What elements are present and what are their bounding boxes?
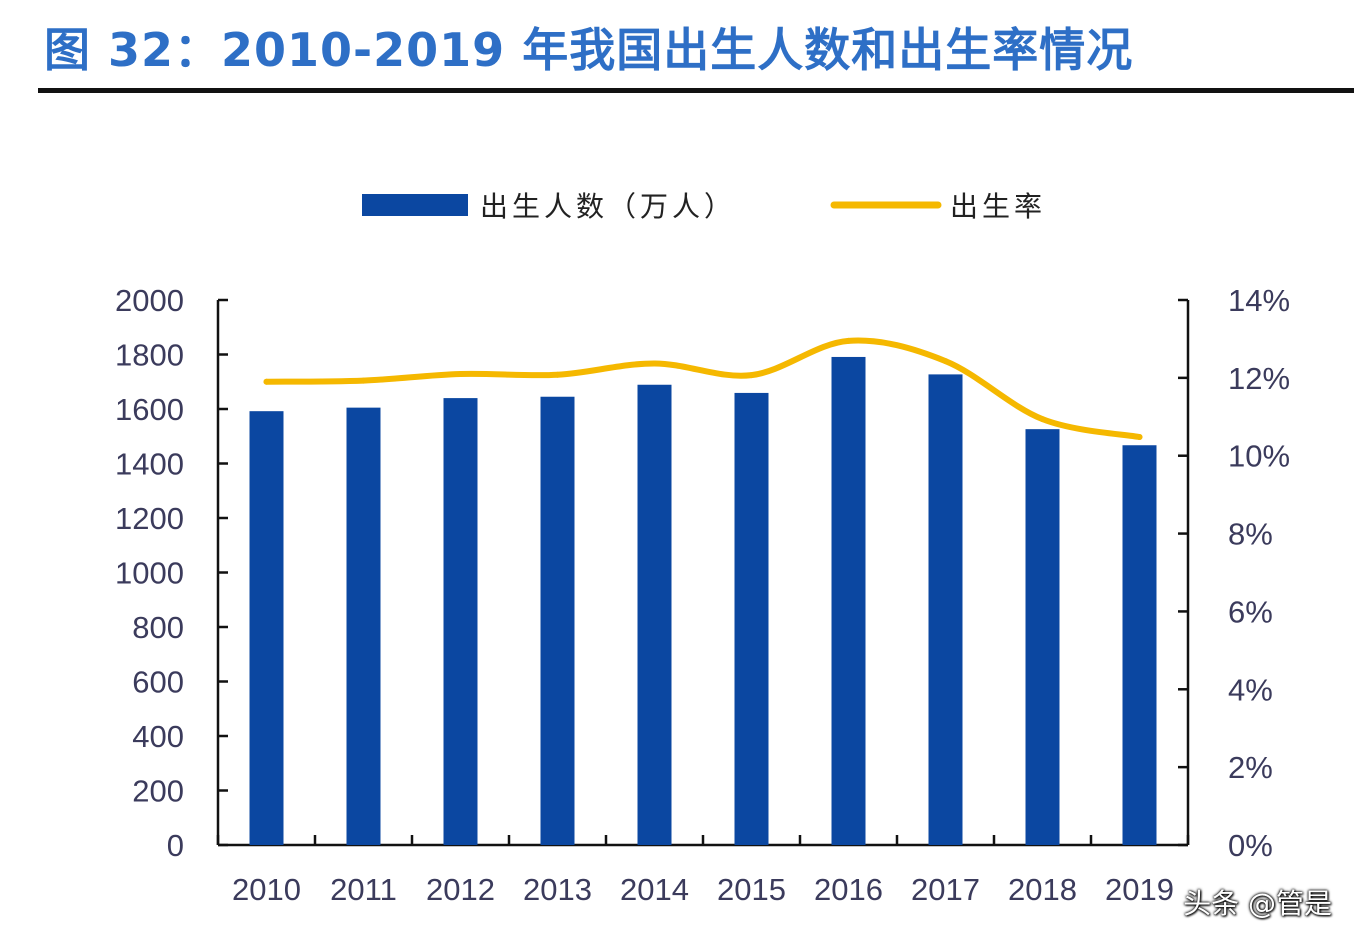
x-tick-label: 2019 <box>1105 872 1174 907</box>
chart-legend: 出生人数（万人） 出生率 <box>362 190 1046 223</box>
left-tick-label: 1000 <box>115 556 184 591</box>
bar-2010 <box>249 411 284 845</box>
left-tick-label: 2000 <box>115 283 184 318</box>
figure-title: 图 32：2010-2019 年我国出生人数和出生率情况 <box>44 23 1134 77</box>
left-tick-label: 400 <box>132 719 184 754</box>
right-tick-label: 0% <box>1228 828 1273 863</box>
bar-2012 <box>443 398 478 845</box>
x-tick-label: 2017 <box>911 872 980 907</box>
left-tick-label: 0 <box>167 828 184 863</box>
birth-rate-point-2011 <box>360 377 367 384</box>
x-tick-label: 2012 <box>426 872 495 907</box>
birth-rate-point-2015 <box>748 372 755 379</box>
left-tick-label: 1400 <box>115 447 184 482</box>
birth-rate-point-2012 <box>457 370 464 377</box>
bar-2013 <box>540 396 575 845</box>
x-tick-label: 2018 <box>1008 872 1077 907</box>
birth-rate-point-2010 <box>263 378 270 385</box>
bar-2016 <box>831 356 866 845</box>
birth-rate-point-2013 <box>554 371 561 378</box>
left-tick-label: 600 <box>132 665 184 700</box>
legend-label-birth-rate: 出生率 <box>950 190 1046 223</box>
birth-rate-point-2016 <box>845 337 852 344</box>
bar-2015 <box>734 392 769 845</box>
x-tick-label: 2016 <box>814 872 883 907</box>
birth-rate-point-2019 <box>1136 434 1143 441</box>
x-tick-label: 2010 <box>232 872 301 907</box>
bar-series <box>249 356 1157 845</box>
left-tick-label: 1600 <box>115 392 184 427</box>
watermark: 头条 @管是 <box>1183 887 1332 920</box>
tick-labels: 0 200 400 600 800 1000 1200 1400 1600 1800 2000 0% 2… <box>115 283 1290 907</box>
birth-rate-line <box>263 337 1143 441</box>
birth-rate-point-2017 <box>942 358 949 365</box>
left-tick-label: 200 <box>132 774 184 809</box>
left-tick-label: 1800 <box>115 338 184 373</box>
bar-2017 <box>928 374 963 845</box>
line-series <box>263 337 1143 441</box>
right-tick-label: 12% <box>1228 361 1290 396</box>
right-tick-label: 2% <box>1228 750 1273 785</box>
bar-2018 <box>1025 429 1060 845</box>
x-tick-label: 2011 <box>330 872 397 907</box>
birth-rate-point-2014 <box>651 360 658 367</box>
left-tick-label: 800 <box>132 610 184 645</box>
right-tick-label: 6% <box>1228 594 1273 629</box>
title-divider <box>38 88 1354 93</box>
legend-label-births: 出生人数（万人） <box>480 190 736 223</box>
birth-rate-point-2018 <box>1039 416 1046 423</box>
right-tick-label: 8% <box>1228 517 1273 552</box>
right-tick-label: 14% <box>1228 283 1290 318</box>
legend-swatch-births <box>362 194 468 216</box>
x-tick-label: 2015 <box>717 872 786 907</box>
right-tick-label: 4% <box>1228 672 1273 707</box>
left-tick-label: 1200 <box>115 501 184 536</box>
x-tick-label: 2014 <box>620 872 689 907</box>
bar-2014 <box>637 384 672 845</box>
bar-2019 <box>1122 445 1157 845</box>
bar-2011 <box>346 407 381 845</box>
right-tick-label: 10% <box>1228 439 1290 474</box>
x-tick-label: 2013 <box>523 872 592 907</box>
